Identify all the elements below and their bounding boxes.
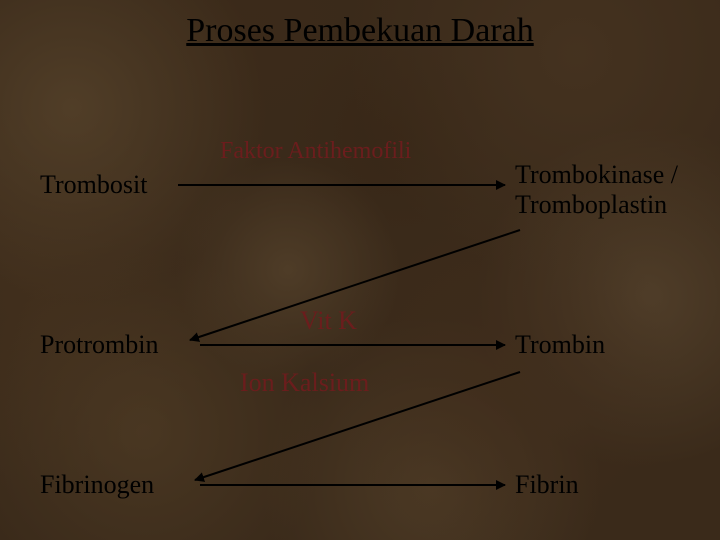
arrows-layer: [0, 0, 720, 540]
label-ionk: Ion Kalsium: [240, 368, 369, 398]
label-trombokinase: Trombokinase / Tromboplastin: [515, 160, 678, 220]
label-fibrin: Fibrin: [515, 470, 579, 500]
label-trombokinase-text: Trombokinase / Tromboplastin: [515, 160, 678, 219]
label-trombin: Trombin: [515, 330, 605, 360]
title-text: Proses Pembekuan Darah: [186, 12, 533, 49]
page-title: Proses Pembekuan Darah: [0, 12, 720, 50]
label-trombosit-text: Trombosit: [40, 170, 147, 199]
label-fibrinogen-text: Fibrinogen: [40, 470, 154, 499]
label-faktor-text: Faktor Antihemofili: [220, 138, 411, 164]
label-ionk-text: Ion Kalsium: [240, 368, 369, 397]
label-protrombin-text: Protrombin: [40, 330, 158, 359]
label-fibrin-text: Fibrin: [515, 470, 579, 499]
label-vitk: Vit K: [300, 306, 357, 336]
label-fibrinogen: Fibrinogen: [40, 470, 154, 500]
label-trombosit: Trombosit: [40, 170, 147, 200]
label-trombin-text: Trombin: [515, 330, 605, 359]
label-protrombin: Protrombin: [40, 330, 158, 360]
label-vitk-text: Vit K: [300, 306, 357, 335]
label-faktor: Faktor Antihemofili: [220, 138, 411, 165]
